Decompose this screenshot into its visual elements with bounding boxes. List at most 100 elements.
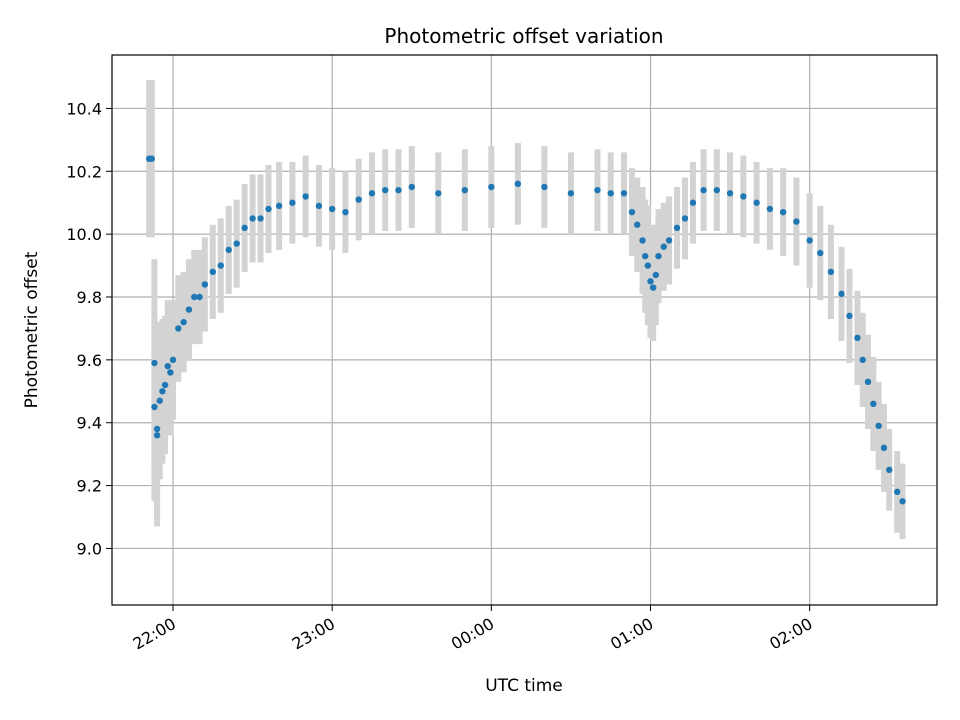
data-point (148, 155, 155, 162)
data-point (700, 186, 707, 194)
data-point (864, 378, 872, 386)
data-point (159, 388, 166, 395)
x-axis-ticks: 22:00 23:00 00:00 01:00 02:00 (130, 605, 816, 654)
y-tick-label: 10.0 (66, 225, 102, 244)
data-point (665, 237, 673, 244)
data-point (225, 246, 232, 254)
data-point (289, 199, 296, 206)
y-axis-ticks: 9.0 9.2 9.4 9.6 9.8 10.0 10.2 10.4 (66, 99, 112, 558)
data-point (435, 190, 442, 197)
data-point (461, 186, 469, 194)
data-point (899, 498, 906, 505)
data-point (660, 243, 667, 250)
data-point (167, 369, 174, 376)
data-point (488, 183, 495, 191)
data-point (156, 397, 163, 404)
data-point (395, 186, 402, 194)
data-point (594, 186, 601, 194)
y-tick-label: 9.6 (77, 351, 102, 370)
data-point (726, 190, 734, 197)
y-tick-label: 9.8 (77, 288, 102, 307)
data-point (408, 183, 415, 191)
data-point (647, 278, 654, 285)
data-point (753, 199, 760, 206)
data-point (315, 202, 323, 210)
data-point (713, 186, 721, 194)
data-point (169, 356, 177, 364)
data-point (164, 362, 171, 370)
data-point (302, 193, 309, 200)
y-tick-label: 9.4 (77, 414, 102, 433)
data-point (641, 252, 649, 260)
data-point (870, 400, 877, 408)
y-tick-label: 10.2 (66, 162, 102, 181)
data-point (766, 205, 774, 213)
data-point (806, 237, 813, 244)
data-point (673, 224, 681, 232)
data-point (779, 208, 787, 216)
plot-frame (111, 54, 938, 606)
data-point (541, 183, 548, 191)
data-point (620, 190, 628, 197)
data-point (151, 403, 158, 411)
data-point (644, 262, 652, 269)
data-point (854, 334, 861, 342)
data-point (838, 290, 845, 298)
data-point (233, 240, 240, 247)
data-point (894, 488, 901, 496)
data-point (209, 268, 217, 276)
data-point (175, 325, 182, 332)
data-point (639, 237, 646, 244)
x-tick-label: 01:00 (607, 614, 656, 654)
data-point (859, 356, 866, 364)
data-point (793, 218, 800, 225)
data-point (249, 215, 256, 222)
data-point (689, 199, 697, 206)
x-tick-label: 02:00 (766, 614, 815, 654)
data-point (880, 444, 888, 452)
data-point (185, 306, 193, 313)
data-point (180, 318, 187, 326)
data-point (196, 293, 203, 301)
data-point (875, 422, 882, 430)
data-point (628, 208, 636, 216)
data-point (514, 180, 522, 188)
x-tick-label: 00:00 (448, 614, 497, 654)
data-point (817, 249, 824, 257)
data-point (328, 205, 336, 213)
data-point (153, 432, 161, 439)
data-point (886, 466, 893, 474)
y-tick-label: 9.2 (77, 477, 102, 496)
data-point (655, 252, 662, 260)
data-point (201, 281, 209, 288)
data-point (161, 381, 169, 389)
error-bars (146, 80, 906, 539)
data-point (681, 215, 689, 222)
data-point (217, 262, 224, 269)
y-axis-label: Photometric offset (22, 251, 42, 408)
x-axis-label: UTC time (485, 676, 563, 696)
data-point (368, 190, 376, 197)
chart-title: Photometric offset variation (384, 24, 663, 48)
y-tick-label: 10.4 (66, 99, 102, 118)
data-point (567, 190, 575, 197)
data-point (607, 190, 614, 197)
grid (112, 55, 937, 605)
data-point (652, 271, 660, 279)
data-point (265, 205, 272, 213)
x-tick-label: 23:00 (289, 614, 338, 654)
x-tick-label: 22:00 (130, 614, 179, 654)
data-point (241, 224, 248, 232)
data-point (151, 359, 158, 367)
data-point (382, 186, 389, 194)
y-tick-label: 9.0 (77, 539, 102, 558)
data-point (153, 425, 161, 433)
data-point (649, 284, 657, 291)
data-point (191, 293, 198, 301)
data-point (740, 193, 747, 200)
data-point (846, 312, 853, 320)
data-point (634, 221, 641, 228)
data-point (827, 268, 835, 276)
data-point (355, 196, 362, 203)
